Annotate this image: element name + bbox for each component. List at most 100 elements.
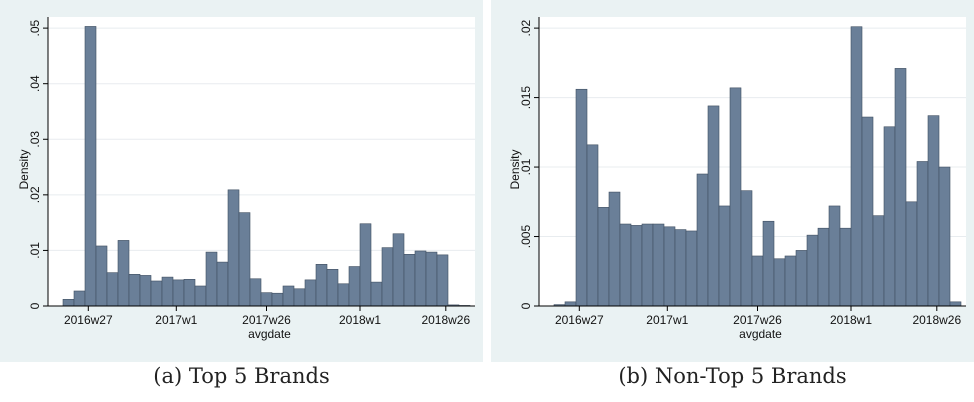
chart-a-bar <box>205 251 218 307</box>
chart-b-bar <box>784 255 797 307</box>
chart-b-bar <box>872 215 885 307</box>
chart-b-bar <box>707 105 720 307</box>
chart-a-y-tick-label: .03 <box>28 131 42 148</box>
chart-b-bar <box>597 207 610 307</box>
chart-b-x-tick-label: 2017w26 <box>733 313 782 327</box>
chart-a-bar <box>238 212 251 307</box>
chart-a-bar <box>183 279 196 307</box>
chart-b-x-tick-label: 2018w1 <box>830 313 872 327</box>
chart-a-bar <box>227 189 240 307</box>
chart-a-y-tick-label: .04 <box>28 75 42 92</box>
chart-b-bar <box>795 250 808 307</box>
chart-b-bar <box>663 226 676 307</box>
chart-a-bar <box>359 223 372 307</box>
chart-a-x-tick-label: 2017w26 <box>242 313 291 327</box>
chart-a-bar <box>172 279 185 307</box>
chart-a-y-tick-label: 0 <box>28 302 42 309</box>
chart-a-bar <box>436 254 449 307</box>
chart-b-bar <box>564 301 577 307</box>
chart-b-bar <box>630 225 643 307</box>
chart-panel-b: 0 .005 .01 .015 .02 2016w27 2017w1 2017w26 2018w… <box>491 0 974 402</box>
chart-b-y-tick-label: .02 <box>519 19 533 36</box>
chart-a-bar <box>194 285 207 307</box>
chart-a-y-axis-title: Density <box>17 149 31 189</box>
chart-a-y-tick-label: .05 <box>28 19 42 36</box>
chart-a-x-tick-label: 2017w1 <box>155 313 197 327</box>
chart-b-bar <box>817 227 830 307</box>
chart-b-svg: 0 .005 .01 .015 .02 2016w27 2017w1 2017w26 2018w… <box>491 0 974 362</box>
chart-b-bar <box>696 173 709 307</box>
chart-b-y-tick-label: .01 <box>519 158 533 175</box>
chart-b-bar <box>861 116 874 307</box>
chart-b-bar <box>718 205 731 307</box>
chart-panel-a: 0 .01 .02 .03 .04 .05 2016w27 2017w1 2017w26 2018… <box>0 0 483 402</box>
chart-b-bar <box>729 87 742 307</box>
chart-a-bar <box>304 279 317 307</box>
chart-b-bar <box>949 301 962 307</box>
chart-a-bar <box>425 251 438 307</box>
chart-a-bar <box>271 292 284 307</box>
chart-a-bar <box>161 276 174 307</box>
chart-a-bar <box>326 269 339 307</box>
chart-b-bar <box>905 201 918 307</box>
chart-b-x-tick-label: 2016w27 <box>555 313 604 327</box>
chart-b-bar <box>674 229 687 307</box>
chart-a-bar <box>249 278 262 307</box>
chart-b-bar <box>773 258 786 307</box>
chart-a-bar <box>216 261 229 307</box>
chart-b-bar <box>938 166 951 307</box>
chart-a-bar <box>106 272 119 307</box>
chart-a-bar <box>392 233 405 307</box>
chart-a-bar <box>260 292 273 307</box>
chart-b-x-tick-label: 2017w1 <box>646 313 688 327</box>
chart-b-bar <box>894 68 907 307</box>
chart-a-bar <box>73 290 86 307</box>
chart-a-bar <box>150 280 163 307</box>
chart-a-bar <box>381 247 394 307</box>
chart-a-y-tick-label: .01 <box>28 242 42 259</box>
chart-a-caption: (a) Top 5 Brands <box>153 364 330 388</box>
chart-b-bar <box>586 144 599 307</box>
chart-b-bar <box>828 205 841 307</box>
chart-b-y-tick-label: .005 <box>519 225 533 249</box>
chart-b-bar <box>883 126 896 307</box>
chart-b-bar <box>740 190 753 307</box>
chart-b-bar <box>608 191 621 307</box>
chart-b-y-tick-label: .015 <box>519 86 533 110</box>
chart-b-bar <box>916 161 929 307</box>
chart-a-bar <box>139 275 152 307</box>
chart-a-bar <box>293 288 306 307</box>
chart-a-svg: 0 .01 .02 .03 .04 .05 2016w27 2017w1 2017w26 2018… <box>0 0 483 362</box>
chart-b-bar <box>806 234 819 307</box>
chart-a-x-tick-label: 2016w27 <box>64 313 113 327</box>
chart-b-y-tick-label: 0 <box>519 302 533 309</box>
chart-a-y-tick-label: .02 <box>28 186 42 203</box>
chart-a-bar <box>84 26 97 307</box>
chart-a-x-axis-title: avgdate <box>248 327 291 341</box>
chart-b-x-tick-label: 2018w26 <box>912 313 961 327</box>
chart-a-bar <box>337 283 350 307</box>
chart-b-bar <box>839 227 852 307</box>
chart-a-bar <box>315 264 328 307</box>
chart-b-bar <box>850 26 863 307</box>
chart-b-bar <box>927 115 940 307</box>
chart-a-bar <box>62 299 75 307</box>
chart-b-bar <box>751 255 764 307</box>
chart-a-x-tick-label: 2018w26 <box>421 313 470 327</box>
chart-b-bar <box>641 223 654 307</box>
chart-b-x-axis-title: avgdate <box>739 327 782 341</box>
chart-a-bar <box>348 266 361 307</box>
chart-a-x-tick-label: 2018w1 <box>339 313 381 327</box>
chart-b-bar <box>575 88 588 307</box>
chart-a-bar <box>403 254 416 307</box>
chart-a-bar <box>370 281 383 307</box>
chart-b-bar <box>685 230 698 307</box>
chart-b-bar <box>652 223 665 307</box>
chart-b-caption: (b) Non-Top 5 Brands <box>618 364 847 388</box>
chart-a-bar <box>128 274 141 307</box>
chart-a-bar <box>282 285 295 307</box>
chart-a-bar <box>414 250 427 307</box>
chart-a-bar <box>95 245 108 307</box>
chart-a-bar <box>117 240 130 307</box>
chart-b-bar <box>619 223 632 307</box>
